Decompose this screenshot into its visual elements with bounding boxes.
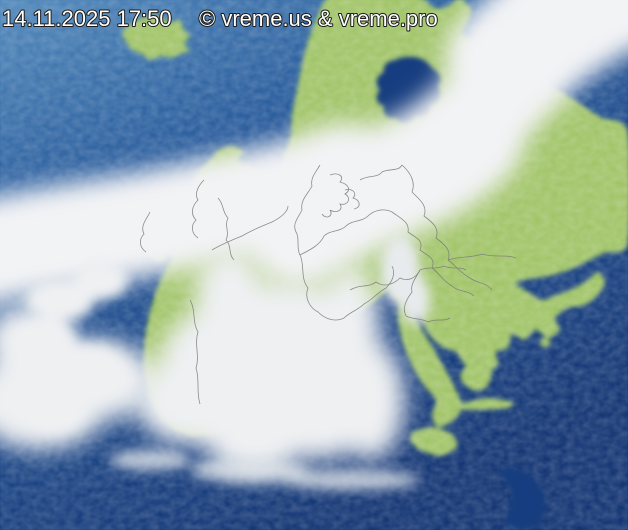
svg-text:© vreme.us & vreme.pro: © vreme.us & vreme.pro (199, 6, 438, 31)
svg-text:14.11.2025 17:50: 14.11.2025 17:50 (2, 6, 172, 31)
